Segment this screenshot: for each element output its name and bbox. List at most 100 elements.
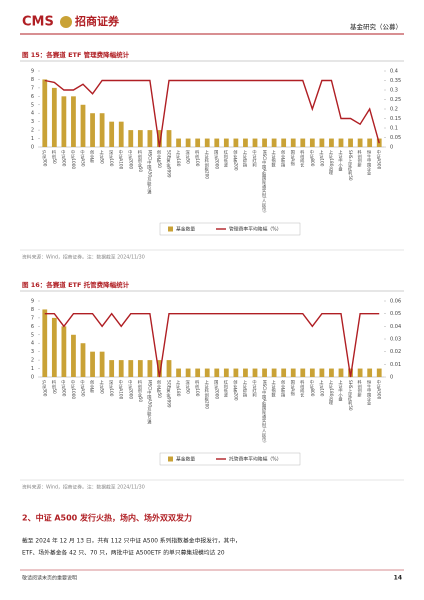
legend-box <box>159 222 301 236</box>
y2-tick-label: 0.03 <box>390 337 401 343</box>
bar <box>223 138 229 147</box>
y-tick-label: 9 <box>31 69 34 75</box>
x-tick-label: 恒生中国企业 <box>366 149 372 176</box>
bar <box>348 138 353 147</box>
bar <box>338 138 344 147</box>
x-tick-label: 上证180治理 <box>328 379 334 406</box>
x-tick-label: 中证500 <box>60 149 66 167</box>
bar <box>233 138 239 147</box>
bar <box>157 130 162 147</box>
y-tick-label: 0 <box>31 145 34 151</box>
x-tick-label: 国证A指 <box>290 380 296 397</box>
y2-tick-label: 0.35 <box>390 78 401 84</box>
bar <box>300 368 306 377</box>
bar <box>243 368 248 377</box>
bar <box>204 138 210 147</box>
y2-tick-label: 0.04 <box>390 324 401 330</box>
bar <box>233 368 239 377</box>
x-tick-label: 上证180 <box>175 379 181 397</box>
bar <box>51 317 57 377</box>
x-tick-label: 上证180治理 <box>328 149 334 176</box>
bar <box>185 368 191 377</box>
legend-box <box>159 452 301 466</box>
x-tick-label: 科创创业50 <box>137 379 143 403</box>
bar <box>319 138 325 147</box>
bar <box>90 113 95 147</box>
bar <box>109 121 115 147</box>
x-tick-label: 上证综指 <box>242 379 248 399</box>
x-tick-label: 沪深300 <box>42 149 47 167</box>
y-tick-label: 5 <box>31 332 34 338</box>
bar <box>243 138 248 147</box>
x-tick-label: 中证红利 <box>252 379 258 398</box>
y2-tick-label: 0.15 <box>390 116 401 122</box>
bar <box>329 138 334 147</box>
x-tick-label: 中证A500 <box>376 379 382 400</box>
x-tick-label: 创业板200 <box>232 379 238 401</box>
bar <box>118 360 124 377</box>
page-number: 14 <box>394 575 402 582</box>
x-tick-label: 上证50 <box>99 149 105 164</box>
x-tick-label: 中证800 <box>309 149 315 167</box>
paragraph-line: ETF、场外基金各 42 只、70 只，两批中证 A500ETF 的单只募集规模… <box>22 549 225 557</box>
logo-icon <box>60 16 72 28</box>
bar <box>204 368 210 377</box>
x-tick-label: 创业板50 <box>156 379 162 399</box>
bar <box>271 138 277 147</box>
paragraph-line: 截至 2024 年 12 月 13 日，共有 112 只中证 A500 系列指数… <box>22 537 241 545</box>
x-tick-label: 中证红利 <box>252 149 258 168</box>
x-tick-label: 科创创新 <box>357 379 363 399</box>
line <box>44 79 380 148</box>
bar <box>99 351 105 377</box>
bar <box>252 368 258 377</box>
x-tick-label: 上证科创板200 <box>204 149 210 180</box>
x-tick-label: 科创创业50 <box>137 149 143 173</box>
bar <box>137 130 143 147</box>
x-tick-label: 科创50 <box>51 149 57 164</box>
y-tick-label: 7 <box>31 85 34 91</box>
bar <box>42 79 48 147</box>
x-tick-label: 创业板200 <box>232 149 238 171</box>
y2-tick-label: 0.4 <box>390 69 398 75</box>
x-tick-label: SGE黄金9999 <box>166 380 172 408</box>
x-tick-label: 深证100 <box>108 379 114 397</box>
x-tick-label: 科创成长 <box>299 149 305 169</box>
x-tick-label: MSCI中国A50互联互通 <box>146 380 152 425</box>
x-tick-label: 红利低波 <box>223 149 229 169</box>
x-tick-label: 上证中小盘 <box>338 379 344 402</box>
bar <box>147 130 153 147</box>
x-tick-label: 中证2000 <box>127 379 133 400</box>
x-tick-label: 上证综指 <box>242 149 248 169</box>
y-tick-label: 4 <box>31 111 34 117</box>
x-tick-label: 科创50 <box>51 379 57 394</box>
y-tick-label: 6 <box>31 324 34 330</box>
x-tick-label: 恒生中国企业 <box>366 379 372 406</box>
x-tick-label: 中证800 <box>309 379 315 397</box>
y-tick-label: 2 <box>31 358 34 364</box>
y2-tick-label: 0.3 <box>390 88 398 94</box>
y-tick-label: 3 <box>31 349 34 355</box>
y-tick-label: 8 <box>31 77 34 83</box>
x-tick-label: 深证100 <box>108 149 114 167</box>
x-tick-label: MSCI中国A股国际通实时(人民币) <box>261 380 267 443</box>
bar <box>223 368 229 377</box>
x-tick-label: 沪深300 <box>42 379 47 397</box>
bar <box>290 368 296 377</box>
x-tick-label: SHS上证红利50 <box>347 380 353 411</box>
bar <box>357 138 363 147</box>
x-tick-label: 上证科创板200 <box>204 379 210 410</box>
x-tick-label: 创业板指 <box>280 149 286 169</box>
y-tick-label: 6 <box>31 94 34 100</box>
y2-tick-label: 0.01 <box>390 362 401 368</box>
brand-cn: 招商证券 <box>75 14 120 28</box>
bar <box>61 326 67 377</box>
y2-tick-label: 0.05 <box>390 311 401 317</box>
bar <box>214 368 220 377</box>
x-tick-label: 红利低波 <box>223 379 229 399</box>
line <box>44 312 380 378</box>
bar <box>51 87 57 147</box>
y2-tick-label: 0.2 <box>390 107 398 113</box>
x-tick-label: 深证50 <box>185 379 191 394</box>
